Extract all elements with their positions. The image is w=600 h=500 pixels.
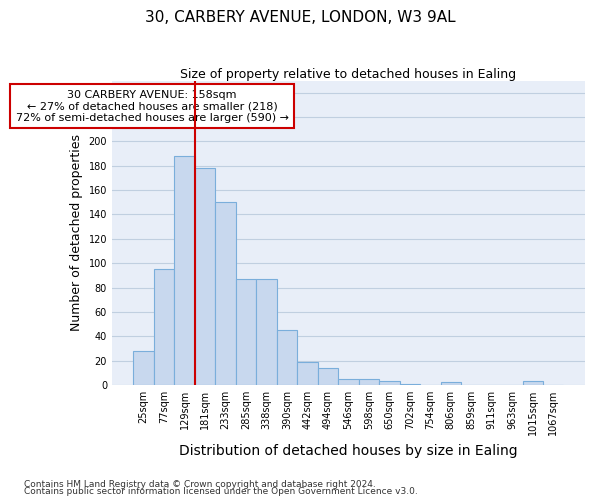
Bar — [523, 382, 543, 385]
Bar — [277, 330, 297, 385]
Bar — [215, 202, 236, 385]
Bar — [133, 351, 154, 385]
Bar — [256, 279, 277, 385]
Bar — [338, 379, 359, 385]
Text: 30 CARBERY AVENUE: 158sqm
← 27% of detached houses are smaller (218)
72% of semi: 30 CARBERY AVENUE: 158sqm ← 27% of detac… — [16, 90, 289, 123]
Text: Contains public sector information licensed under the Open Government Licence v3: Contains public sector information licen… — [24, 487, 418, 496]
Text: Contains HM Land Registry data © Crown copyright and database right 2024.: Contains HM Land Registry data © Crown c… — [24, 480, 376, 489]
Bar — [195, 168, 215, 385]
Bar — [236, 279, 256, 385]
Bar — [400, 384, 420, 385]
Bar — [379, 382, 400, 385]
Bar — [154, 269, 175, 385]
X-axis label: Distribution of detached houses by size in Ealing: Distribution of detached houses by size … — [179, 444, 518, 458]
Bar — [359, 379, 379, 385]
Title: Size of property relative to detached houses in Ealing: Size of property relative to detached ho… — [181, 68, 517, 80]
Bar — [297, 362, 318, 385]
Text: 30, CARBERY AVENUE, LONDON, W3 9AL: 30, CARBERY AVENUE, LONDON, W3 9AL — [145, 10, 455, 25]
Bar — [175, 156, 195, 385]
Bar — [440, 382, 461, 385]
Bar — [318, 368, 338, 385]
Y-axis label: Number of detached properties: Number of detached properties — [70, 134, 83, 331]
